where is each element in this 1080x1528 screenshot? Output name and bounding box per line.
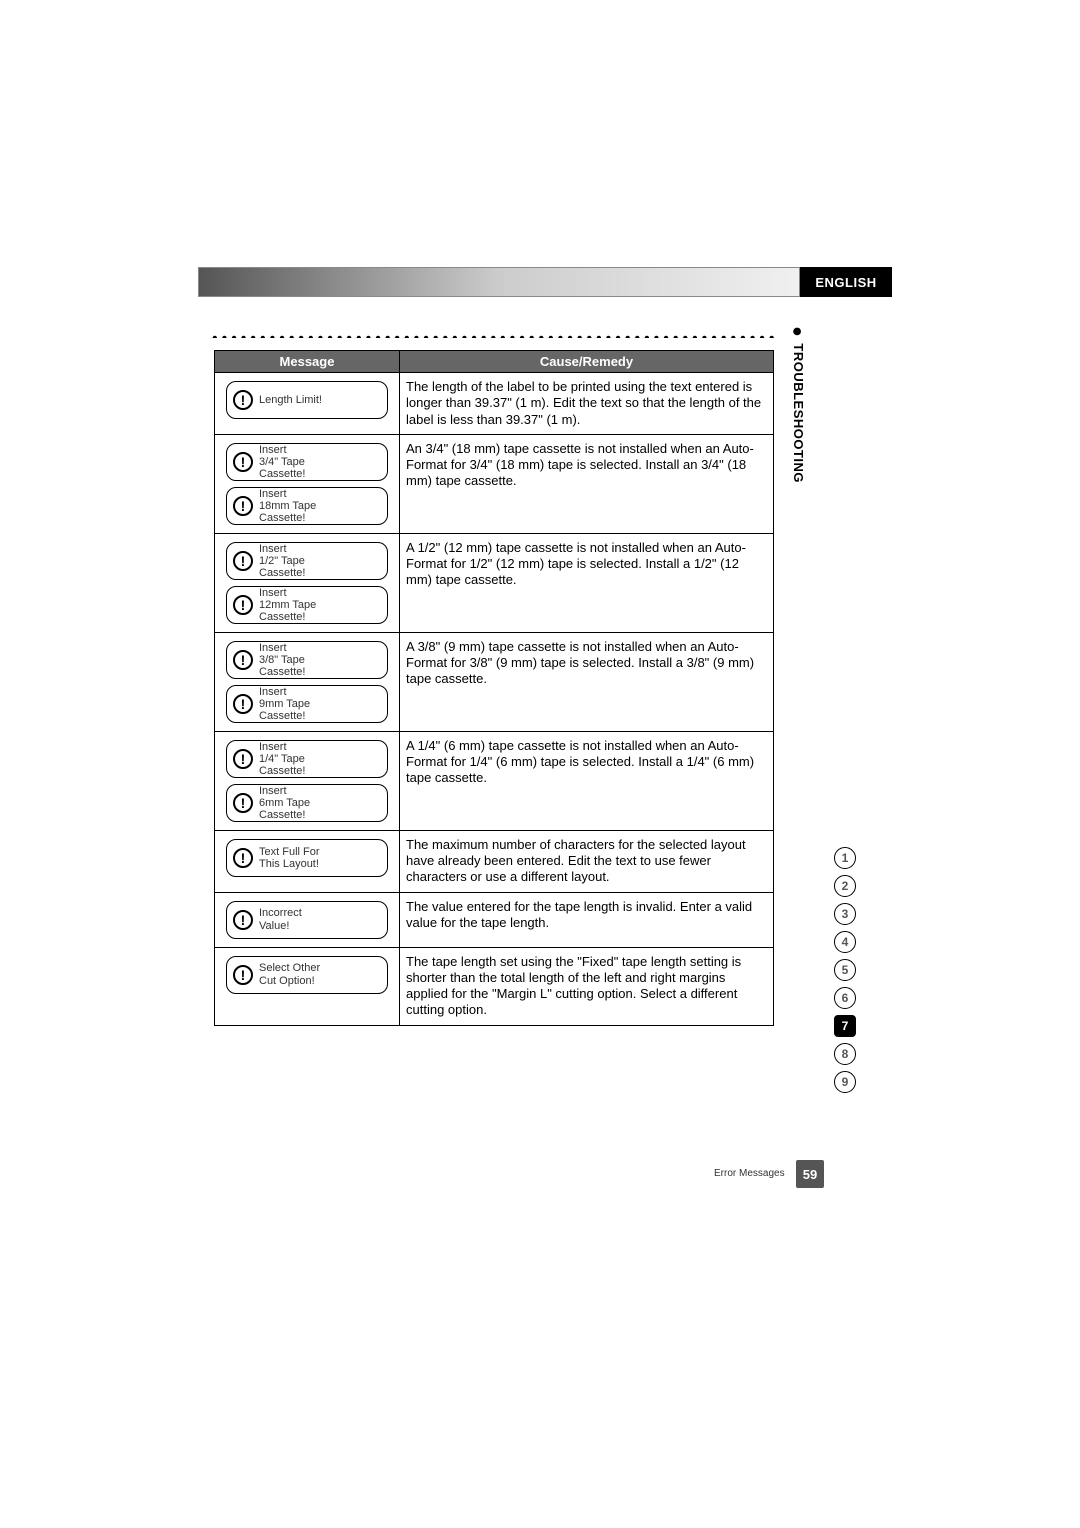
remedy-cell: A 1/4" (6 mm) tape cassette is not insta…	[400, 731, 774, 830]
message-cell: ! Length Limit!	[215, 373, 400, 435]
table-row: ! Insert 1/4" Tape Cassette!! Insert 6mm T…	[215, 731, 774, 830]
remedy-cell: The value entered for the tape length is…	[400, 892, 774, 947]
lcd-message-box: ! Incorrect Value!	[226, 901, 388, 939]
warning-icon: !	[233, 848, 253, 868]
lcd-message-box: ! Insert 6mm Tape Cassette!	[226, 784, 388, 822]
nav-number-9[interactable]: 9	[834, 1071, 856, 1093]
col-header-remedy: Cause/Remedy	[400, 351, 774, 373]
nav-number-8[interactable]: 8	[834, 1043, 856, 1065]
header-gradient-bar	[198, 267, 800, 297]
remedy-cell: The length of the label to be printed us…	[400, 373, 774, 435]
message-cell: ! Insert 1/4" Tape Cassette!! Insert 6mm T…	[215, 731, 400, 830]
lcd-text: Text Full For This Layout!	[259, 846, 320, 870]
lcd-text: Insert 1/2" Tape Cassette!	[259, 543, 305, 579]
error-table: Message Cause/Remedy ! Length Limit! The l…	[214, 350, 774, 1026]
table-row: ! Insert 3/8" Tape Cassette!! Insert 9mm T…	[215, 632, 774, 731]
lcd-message-box: ! Insert 1/2" Tape Cassette!	[226, 542, 388, 580]
nav-number-7[interactable]: 7	[834, 1015, 856, 1037]
lcd-text: Insert 3/4" Tape Cassette!	[259, 444, 305, 480]
dotted-separator: ••••••••••••••••••••••••••••••••••••••••…	[212, 330, 778, 338]
language-tab: ENGLISH	[800, 267, 892, 297]
lcd-message-box: ! Length Limit!	[226, 381, 388, 419]
lcd-message-box: ! Text Full For This Layout!	[226, 839, 388, 877]
col-header-message: Message	[215, 351, 400, 373]
warning-icon: !	[233, 452, 253, 472]
footer-label: Error Messages	[714, 1168, 785, 1179]
warning-icon: !	[233, 496, 253, 516]
lcd-text: Insert 12mm Tape Cassette!	[259, 587, 316, 623]
lcd-message-box: ! Insert 3/8" Tape Cassette!	[226, 641, 388, 679]
lcd-text: Length Limit!	[259, 394, 322, 406]
nav-number-5[interactable]: 5	[834, 959, 856, 981]
lcd-message-box: ! Insert 12mm Tape Cassette!	[226, 586, 388, 624]
nav-number-6[interactable]: 6	[834, 987, 856, 1009]
lcd-text: Insert 6mm Tape Cassette!	[259, 785, 310, 821]
warning-icon: !	[233, 910, 253, 930]
remedy-cell: An 3/4" (18 mm) tape cassette is not ins…	[400, 434, 774, 533]
lcd-message-box: ! Insert 1/4" Tape Cassette!	[226, 740, 388, 778]
lcd-text: Incorrect Value!	[259, 907, 302, 931]
remedy-cell: The tape length set using the "Fixed" ta…	[400, 947, 774, 1025]
nav-number-4[interactable]: 4	[834, 931, 856, 953]
lcd-text: Insert 18mm Tape Cassette!	[259, 488, 316, 524]
warning-icon: !	[233, 793, 253, 813]
side-nav: 1 2 3 4 5 6 7 8 9	[834, 847, 856, 1093]
lcd-text: Insert 3/8" Tape Cassette!	[259, 642, 305, 678]
lcd-message-box: ! Insert 3/4" Tape Cassette!	[226, 443, 388, 481]
table-row: ! Text Full For This Layout! The maximum n…	[215, 830, 774, 892]
nav-number-3[interactable]: 3	[834, 903, 856, 925]
lcd-message-box: ! Select Other Cut Option!	[226, 956, 388, 994]
warning-icon: !	[233, 551, 253, 571]
message-cell: ! Insert 3/4" Tape Cassette!! Insert 18mm …	[215, 434, 400, 533]
table-row: ! Insert 1/2" Tape Cassette!! Insert 12mm …	[215, 533, 774, 632]
table-row: ! Incorrect Value! The value entered for t…	[215, 892, 774, 947]
lcd-message-box: ! Insert 18mm Tape Cassette!	[226, 487, 388, 525]
page-number: 59	[796, 1160, 824, 1188]
section-label-vertical: ● TROUBLESHOOTING	[791, 326, 806, 483]
remedy-cell: A 1/2" (12 mm) tape cassette is not inst…	[400, 533, 774, 632]
lcd-text: Select Other Cut Option!	[259, 962, 320, 986]
warning-icon: !	[233, 749, 253, 769]
lcd-message-box: ! Insert 9mm Tape Cassette!	[226, 685, 388, 723]
bullet-icon: ●	[794, 326, 804, 337]
remedy-cell: A 3/8" (9 mm) tape cassette is not insta…	[400, 632, 774, 731]
nav-number-1[interactable]: 1	[834, 847, 856, 869]
lcd-text: Insert 1/4" Tape Cassette!	[259, 741, 305, 777]
nav-number-2[interactable]: 2	[834, 875, 856, 897]
message-cell: ! Select Other Cut Option!	[215, 947, 400, 1025]
table-row: ! Select Other Cut Option! The tape length…	[215, 947, 774, 1025]
message-cell: ! Incorrect Value!	[215, 892, 400, 947]
warning-icon: !	[233, 650, 253, 670]
section-label-text: TROUBLESHOOTING	[791, 343, 806, 483]
message-cell: ! Insert 1/2" Tape Cassette!! Insert 12mm …	[215, 533, 400, 632]
warning-icon: !	[233, 390, 253, 410]
table-row: ! Insert 3/4" Tape Cassette!! Insert 18mm …	[215, 434, 774, 533]
message-cell: ! Insert 3/8" Tape Cassette!! Insert 9mm T…	[215, 632, 400, 731]
warning-icon: !	[233, 965, 253, 985]
warning-icon: !	[233, 595, 253, 615]
table-row: ! Length Limit! The length of the label to…	[215, 373, 774, 435]
remedy-cell: The maximum number of characters for the…	[400, 830, 774, 892]
message-cell: ! Text Full For This Layout!	[215, 830, 400, 892]
lcd-text: Insert 9mm Tape Cassette!	[259, 686, 310, 722]
warning-icon: !	[233, 694, 253, 714]
